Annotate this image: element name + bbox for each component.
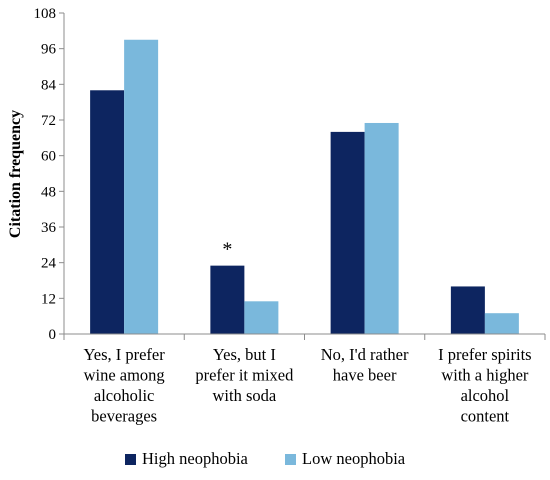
y-axis-ticks: 0 12 24 36 48 60 72 84 96 108 [34,6,64,343]
y-tick-label: 72 [41,113,56,129]
category-label-line: wine among [84,366,165,385]
y-tick-label: 108 [34,6,57,22]
legend-swatch [285,454,296,465]
y-tick-label: 60 [41,149,56,165]
category-label-line: Yes, but I [213,345,276,364]
y-tick-label: 96 [41,42,57,58]
y-axis-label: Citation frequency [7,110,24,238]
category-label-line: with a higher [441,366,529,385]
y-axis-label-group: Citation frequency [7,110,24,238]
y-tick-label: 36 [41,220,57,236]
bar [244,301,279,334]
bar [364,122,399,334]
category-label-line: have beer [333,366,397,385]
category-label-line: No, I'd rather [321,345,409,364]
y-tick-label: 84 [41,77,57,93]
category-label-line: beverages [91,407,157,426]
bar [210,265,245,334]
bars [90,39,519,335]
bar [330,131,365,334]
bar [450,286,485,334]
axes [63,13,546,340]
category-label-line: alcohol [461,386,510,405]
category-label-line: alcoholic [94,386,154,405]
annotations: * [222,239,232,261]
legend: High neophobia Low neophobia [125,449,406,468]
bar [484,313,519,334]
category-label-line: content [461,407,510,426]
category-label-line: with soda [213,386,277,405]
legend-label: High neophobia [142,449,249,468]
category-label-line: prefer it mixed [195,366,294,385]
legend-swatch [125,454,136,465]
y-tick-label: 0 [49,327,57,343]
bar [90,90,125,335]
significance-annotation: * [222,239,232,261]
bar [124,39,159,334]
y-tick-label: 48 [41,184,56,200]
category-label-line: Yes, I prefer [83,345,165,364]
category-label-line: I prefer spirits [438,345,531,364]
y-tick-label: 12 [41,291,56,307]
y-tick-label: 24 [41,256,57,272]
legend-label: Low neophobia [302,449,406,468]
